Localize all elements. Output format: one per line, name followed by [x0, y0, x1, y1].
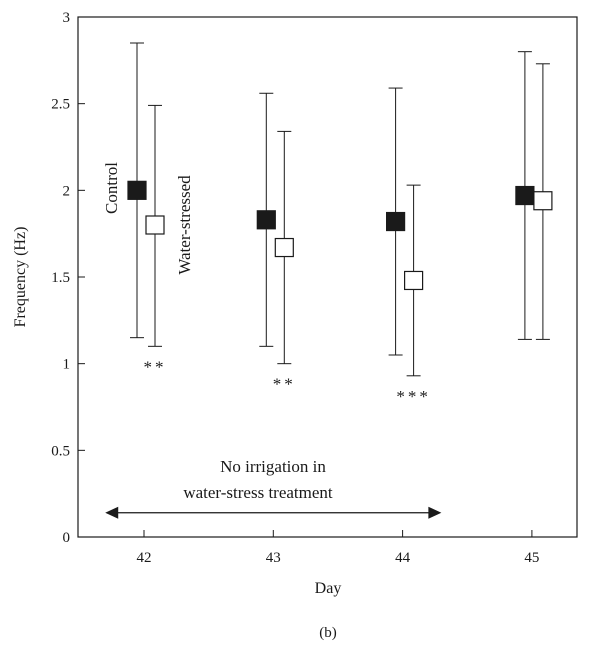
significance-marker-2: *** [396, 387, 431, 406]
series-legend-labels: Control Water-stressed [102, 162, 194, 275]
legend-label-control: Control [102, 162, 121, 214]
significance-marker-0: ** [144, 357, 167, 376]
data-point-1-3 [533, 191, 553, 211]
panel-label: (b) [319, 625, 337, 641]
series-layer [127, 42, 553, 377]
legend-label-water-stressed: Water-stressed [175, 175, 194, 275]
significance-markers: ******* [144, 357, 431, 406]
data-point-1-2 [404, 270, 424, 291]
data-point-0-2 [386, 211, 406, 232]
series-control [127, 42, 535, 356]
y-axis-ticks: 0 0.5 1 1.5 2 2.5 3 [51, 10, 85, 546]
arrow-head-right [428, 506, 442, 519]
arrow-head-left [105, 506, 119, 519]
y-tick-label-5: 2.5 [51, 97, 70, 113]
y-tick-label-2: 1 [63, 357, 71, 373]
data-point-1-0 [145, 215, 165, 235]
y-tick-label-1: 0.5 [51, 443, 70, 459]
x-tick-label-2: 44 [395, 550, 411, 566]
axes: 0 0.5 1 1.5 2 2.5 3 42 43 44 45 Day Frequency (Hz… [12, 10, 578, 597]
significance-marker-1: ** [273, 375, 296, 394]
irrigation-annotation: No irrigation in water-stress treatment [105, 457, 442, 519]
data-point-0-3 [515, 185, 535, 206]
y-tick-label-4: 2 [63, 183, 71, 199]
annotation-line-2: water-stress treatment [183, 483, 333, 502]
plot-frame [77, 16, 578, 538]
series-water-stressed [145, 63, 553, 377]
y-tick-label-0: 0 [63, 530, 71, 546]
y-tick-label-6: 3 [63, 10, 71, 26]
x-axis-title: Day [315, 580, 342, 597]
data-point-0-0 [127, 180, 147, 200]
x-axis-ticks: 42 43 44 45 [137, 530, 539, 566]
annotation-line-1: No irrigation in [220, 457, 326, 476]
x-tick-label-3: 45 [524, 550, 539, 566]
data-point-0-1 [256, 210, 276, 230]
data-point-1-1 [274, 237, 294, 258]
y-tick-label-3: 1.5 [51, 270, 70, 286]
annotation-arrow [105, 506, 442, 519]
x-tick-label-0: 42 [137, 550, 152, 566]
y-axis-title: Frequency (Hz) [12, 227, 29, 328]
x-tick-label-1: 43 [266, 550, 281, 566]
